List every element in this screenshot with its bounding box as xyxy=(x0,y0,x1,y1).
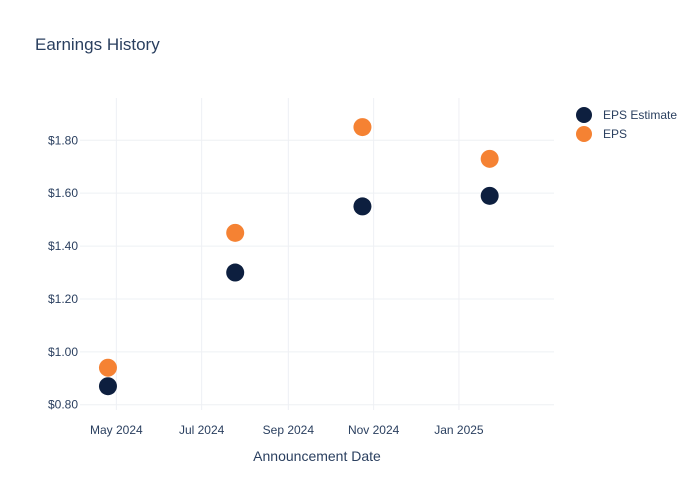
legend-label: EPS Estimate xyxy=(603,108,677,122)
x-tick-label: Nov 2024 xyxy=(348,423,400,437)
legend-marker xyxy=(576,107,592,123)
y-tick-label: $1.80 xyxy=(48,133,78,147)
y-axis-ticks: $0.80 $1.00 $1.20 $1.40 $1.60 $1.80 xyxy=(48,133,78,411)
legend-item[interactable]: EPS xyxy=(576,126,627,142)
y-tick-label: $1.20 xyxy=(48,292,78,306)
legend-item[interactable]: EPS Estimate xyxy=(576,107,677,123)
eps-estimate-point[interactable] xyxy=(353,197,372,216)
x-axis-ticks: May 2024 Jul 2024 Sep 2024 Nov 2024 Jan 2025 xyxy=(90,423,484,437)
eps-estimate-point[interactable] xyxy=(98,377,117,396)
x-axis-title: Announcement Date xyxy=(253,448,381,464)
legend-label: EPS xyxy=(603,127,627,141)
eps-point[interactable] xyxy=(226,223,245,242)
x-tick-label: May 2024 xyxy=(90,423,143,437)
legend-marker xyxy=(576,126,592,142)
y-tick-label: $1.40 xyxy=(48,239,78,253)
legend[interactable]: EPS Estimate EPS xyxy=(576,107,677,142)
x-tick-label: Jan 2025 xyxy=(434,423,484,437)
eps-estimate-point[interactable] xyxy=(480,186,499,205)
y-tick-label: $1.00 xyxy=(48,345,78,359)
data-points xyxy=(98,118,499,396)
chart-title: Earnings History xyxy=(35,35,160,54)
eps-point[interactable] xyxy=(353,118,372,137)
grid xyxy=(80,98,554,410)
eps-estimate-point[interactable] xyxy=(226,263,245,282)
y-tick-label: $1.60 xyxy=(48,186,78,200)
y-tick-label: $0.80 xyxy=(48,398,78,412)
x-tick-label: Sep 2024 xyxy=(263,423,315,437)
x-tick-label: Jul 2024 xyxy=(179,423,225,437)
eps-point[interactable] xyxy=(480,149,499,168)
eps-point[interactable] xyxy=(98,358,117,377)
